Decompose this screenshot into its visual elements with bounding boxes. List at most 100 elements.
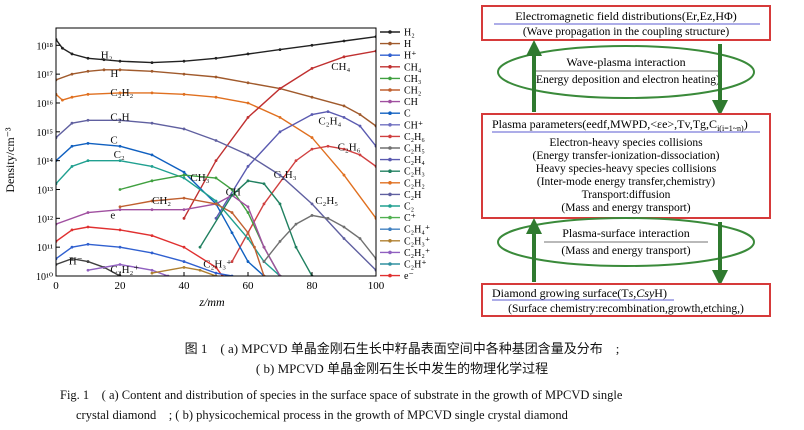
series-point <box>198 245 202 249</box>
legend-marker <box>388 204 392 208</box>
legend-label: CH⁺ <box>404 120 423 131</box>
series-point <box>86 159 90 163</box>
plasma-params-line: Transport:diffusion <box>582 189 671 201</box>
legend-label: C₂H₃ <box>404 167 425 178</box>
series-point <box>358 124 362 128</box>
x-tick-label: 20 <box>115 280 127 292</box>
plot-frame <box>55 27 377 277</box>
series-point <box>150 208 154 212</box>
y-tick-label: 10¹² <box>37 214 53 225</box>
series-point <box>358 153 362 157</box>
legend-marker <box>388 250 392 255</box>
series-point <box>246 115 250 119</box>
x-tick-label: 0 <box>53 280 59 292</box>
legend-marker <box>388 88 392 92</box>
plasma-params-line: Heavy species-heavy species collisions <box>536 163 717 175</box>
legend-marker <box>388 65 392 69</box>
series-point <box>70 257 74 261</box>
series-point <box>182 260 186 263</box>
series-point <box>246 231 250 235</box>
series-point <box>118 205 122 209</box>
series-point <box>86 260 90 263</box>
plasma-params-line: (Inter-mode energy transfer,chemistry) <box>537 176 715 188</box>
figure-panel: H₂ H C₂H₂ CH₄ C₂H₄ C₂H₆ C₂H C C₂ CH₃ CH CH₂ e C₂H₃ C₂H… <box>0 0 771 320</box>
series-point <box>246 101 250 105</box>
series-point <box>182 72 186 76</box>
series-point <box>262 260 266 263</box>
series-point <box>342 115 346 119</box>
series-point <box>150 234 154 238</box>
series-point <box>246 211 250 214</box>
y-tick-label: 10¹⁶ <box>37 99 54 110</box>
series-line <box>56 226 223 276</box>
series-point <box>342 104 346 108</box>
series-point <box>102 58 106 62</box>
series-point <box>182 173 186 177</box>
series-point <box>342 39 346 43</box>
legend-label: C₂H₄ <box>404 155 425 166</box>
series-point <box>118 245 122 249</box>
series-point <box>246 81 250 85</box>
series-point <box>70 165 74 168</box>
series-line <box>87 263 169 276</box>
series-point <box>230 193 234 197</box>
series-point <box>214 202 218 206</box>
series-point <box>86 141 90 145</box>
em-field-box <box>481 5 771 41</box>
density-chart: H₂HC₂H₂CH₄C₂H₄C₂H₆C₂HCC₂CH₃CHCH₂eC₂H₃C₂H… <box>0 0 450 320</box>
legend-label: C₂H₂ <box>404 178 425 189</box>
series-point <box>118 68 122 72</box>
series-point <box>342 225 346 229</box>
legend-marker <box>388 227 392 231</box>
series-label: C <box>110 134 117 146</box>
caption-zh-line2: ( b) MPCVD 单晶金刚石生长中发生的物理化学过程 <box>255 361 549 376</box>
wave-plasma-subtitle: (Energy deposition and electron heating) <box>532 74 720 86</box>
series-label: C₂H <box>110 111 129 123</box>
legend-marker <box>388 215 392 220</box>
series-point <box>182 245 186 249</box>
series-point <box>310 214 314 217</box>
series-line <box>263 214 376 263</box>
series-point <box>70 245 74 249</box>
legend-label: C <box>404 109 411 120</box>
legend-marker <box>388 111 392 115</box>
series-label: C₂H₆ <box>338 142 361 154</box>
y-tick-label: 10¹⁸ <box>37 41 54 52</box>
series-label: H₂ <box>101 49 113 61</box>
series-point <box>278 48 282 52</box>
legend-label: C₂H₅ <box>404 144 425 155</box>
series-point <box>278 87 282 90</box>
series-point <box>278 173 282 177</box>
series-point <box>86 118 90 122</box>
legend-marker <box>388 273 392 278</box>
series-label: C₂H₃⁺ <box>203 258 232 270</box>
y-tick-label: 10¹⁰ <box>36 272 53 283</box>
wave-plasma-ellipse <box>497 45 755 99</box>
legend-marker <box>388 157 392 162</box>
series-label: CH₃ <box>190 172 209 184</box>
caption-zh-line1: 图 1 ( a) MPCVD 单晶金刚石生长中籽晶表面空间中各种基团含量及分布 … <box>184 341 620 356</box>
legend-label: H <box>404 39 411 50</box>
series-point <box>262 245 266 249</box>
legend-marker <box>388 262 392 266</box>
legend-marker <box>388 169 392 173</box>
series-label: C₂H₂ <box>110 87 133 99</box>
series-point <box>278 202 282 206</box>
plasma-params-box <box>481 113 771 219</box>
series-point <box>118 228 122 232</box>
series-point <box>182 127 186 131</box>
series-label: CH <box>226 186 241 198</box>
series-line <box>56 194 281 276</box>
legend-label: C₂H₃⁺ <box>404 236 430 247</box>
series-point <box>246 165 250 168</box>
series-point <box>150 165 154 168</box>
legend-label: C₂H⁺ <box>404 260 427 271</box>
legend-label: C⁺ <box>404 213 416 224</box>
legend-label: C₂H <box>404 190 421 201</box>
y-tick-label: 10¹⁴ <box>37 157 54 168</box>
series-point <box>150 251 154 255</box>
series-point <box>342 55 346 59</box>
series-point <box>118 118 122 122</box>
series-point <box>230 260 234 263</box>
legend-label: e⁻ <box>404 271 414 282</box>
